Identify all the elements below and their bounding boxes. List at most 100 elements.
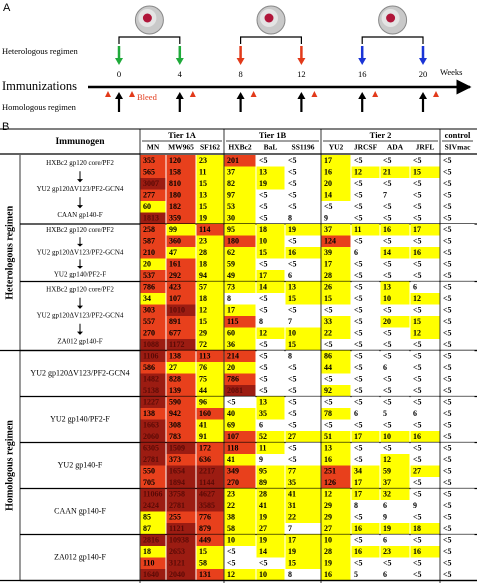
cell: 38 xyxy=(227,513,235,522)
cell: <5 xyxy=(443,214,452,223)
cell: 308 xyxy=(169,421,181,430)
cell: 10938 xyxy=(169,536,189,545)
cell: 19 xyxy=(259,536,267,545)
cell-bg xyxy=(321,235,351,247)
cell-bg xyxy=(224,247,256,259)
cell: 18 xyxy=(199,260,207,269)
cell-bg xyxy=(440,258,475,270)
cell-bg xyxy=(440,534,475,546)
cell: 34 xyxy=(143,294,151,303)
cell: 19 xyxy=(383,524,391,533)
cell: <5 xyxy=(259,363,268,372)
column-header: MN xyxy=(147,143,160,152)
cell-bg xyxy=(140,477,166,489)
cell-bg xyxy=(256,362,285,374)
cell-bg xyxy=(351,235,380,247)
immunogen-label: YU2 gp140-F xyxy=(58,460,103,469)
cell-bg xyxy=(285,166,321,178)
cell-bg xyxy=(256,258,285,270)
cell: 6 xyxy=(383,501,387,510)
cell-bg xyxy=(440,511,475,523)
column-header: JRCSF xyxy=(354,143,378,152)
cell: 57 xyxy=(199,283,207,292)
tier-label: Tier 2 xyxy=(370,130,392,140)
cell-bg xyxy=(285,465,321,477)
cell: 6 xyxy=(259,421,263,430)
cell: <5 xyxy=(413,444,422,453)
cell: <5 xyxy=(413,306,422,315)
cell: 99 xyxy=(169,225,177,234)
cell: <5 xyxy=(354,317,363,326)
cell-bg xyxy=(224,546,256,558)
cell-bg xyxy=(285,408,321,420)
cell-bg xyxy=(351,500,380,512)
cell: 23 xyxy=(383,547,391,556)
cell-bg xyxy=(380,258,410,270)
cell: 22 xyxy=(324,329,332,338)
cell-bg xyxy=(256,511,285,523)
cell: <5 xyxy=(413,363,422,372)
cell: <5 xyxy=(354,444,363,453)
cell-bg xyxy=(380,385,410,397)
cell: 15 xyxy=(288,559,296,568)
cell-bg xyxy=(140,511,166,523)
cell-bg xyxy=(351,362,380,374)
cell: <5 xyxy=(259,202,268,211)
cell: 9 xyxy=(383,513,387,522)
cell-bg xyxy=(440,442,475,454)
cell-bg xyxy=(166,178,196,190)
cell: <5 xyxy=(383,444,392,453)
cell-bg xyxy=(285,327,321,339)
cell-bg xyxy=(166,339,196,351)
cell: 27 xyxy=(324,524,332,533)
cell: <5 xyxy=(354,536,363,545)
cell-bg xyxy=(410,465,440,477)
cell: 783 xyxy=(169,432,181,441)
cell: <5 xyxy=(443,329,452,338)
cell: <5 xyxy=(354,306,363,315)
cell: <5 xyxy=(413,490,422,499)
cell: <5 xyxy=(443,547,452,556)
cell: 16 xyxy=(288,248,296,257)
cell-bg xyxy=(196,477,224,489)
cell-bg xyxy=(321,546,351,558)
tier-label: Tier 1A xyxy=(168,130,197,140)
cell: <5 xyxy=(259,294,268,303)
cell: 19 xyxy=(324,559,332,568)
cell: 89 xyxy=(259,478,267,487)
bleed-marker xyxy=(129,91,135,97)
cell: 110 xyxy=(143,559,155,568)
cell-bg xyxy=(380,270,410,282)
cell: <5 xyxy=(288,375,297,384)
cell: <5 xyxy=(413,398,422,407)
cell-bg xyxy=(196,523,224,535)
het-arrow-head xyxy=(297,58,306,65)
bracket xyxy=(240,36,302,44)
cell: 3758 xyxy=(169,490,185,499)
cell: 13 xyxy=(383,283,391,292)
cell: 76 xyxy=(199,363,207,372)
cell-bg xyxy=(196,454,224,466)
cell: <5 xyxy=(288,398,297,407)
cell-bg xyxy=(351,534,380,546)
cell-bg xyxy=(410,224,440,236)
cell-bg xyxy=(285,270,321,282)
cell: 95 xyxy=(227,225,235,234)
cell: 6 xyxy=(354,409,358,418)
cell: <5 xyxy=(413,271,422,280)
cell-bg xyxy=(380,362,410,374)
bracket xyxy=(118,36,181,44)
cell-bg xyxy=(440,408,475,420)
cell: 2040 xyxy=(169,570,185,579)
cell-bg xyxy=(224,189,256,201)
cell-bg xyxy=(140,304,166,316)
cell-bg xyxy=(351,465,380,477)
cell: 16 xyxy=(413,432,421,441)
cell-bg xyxy=(410,350,440,362)
cell-bg xyxy=(140,281,166,293)
cell: 5 xyxy=(383,409,387,418)
cell-bg xyxy=(285,454,321,466)
cell-bg xyxy=(196,201,224,213)
cell-bg xyxy=(166,454,196,466)
cell: <5 xyxy=(443,156,452,165)
